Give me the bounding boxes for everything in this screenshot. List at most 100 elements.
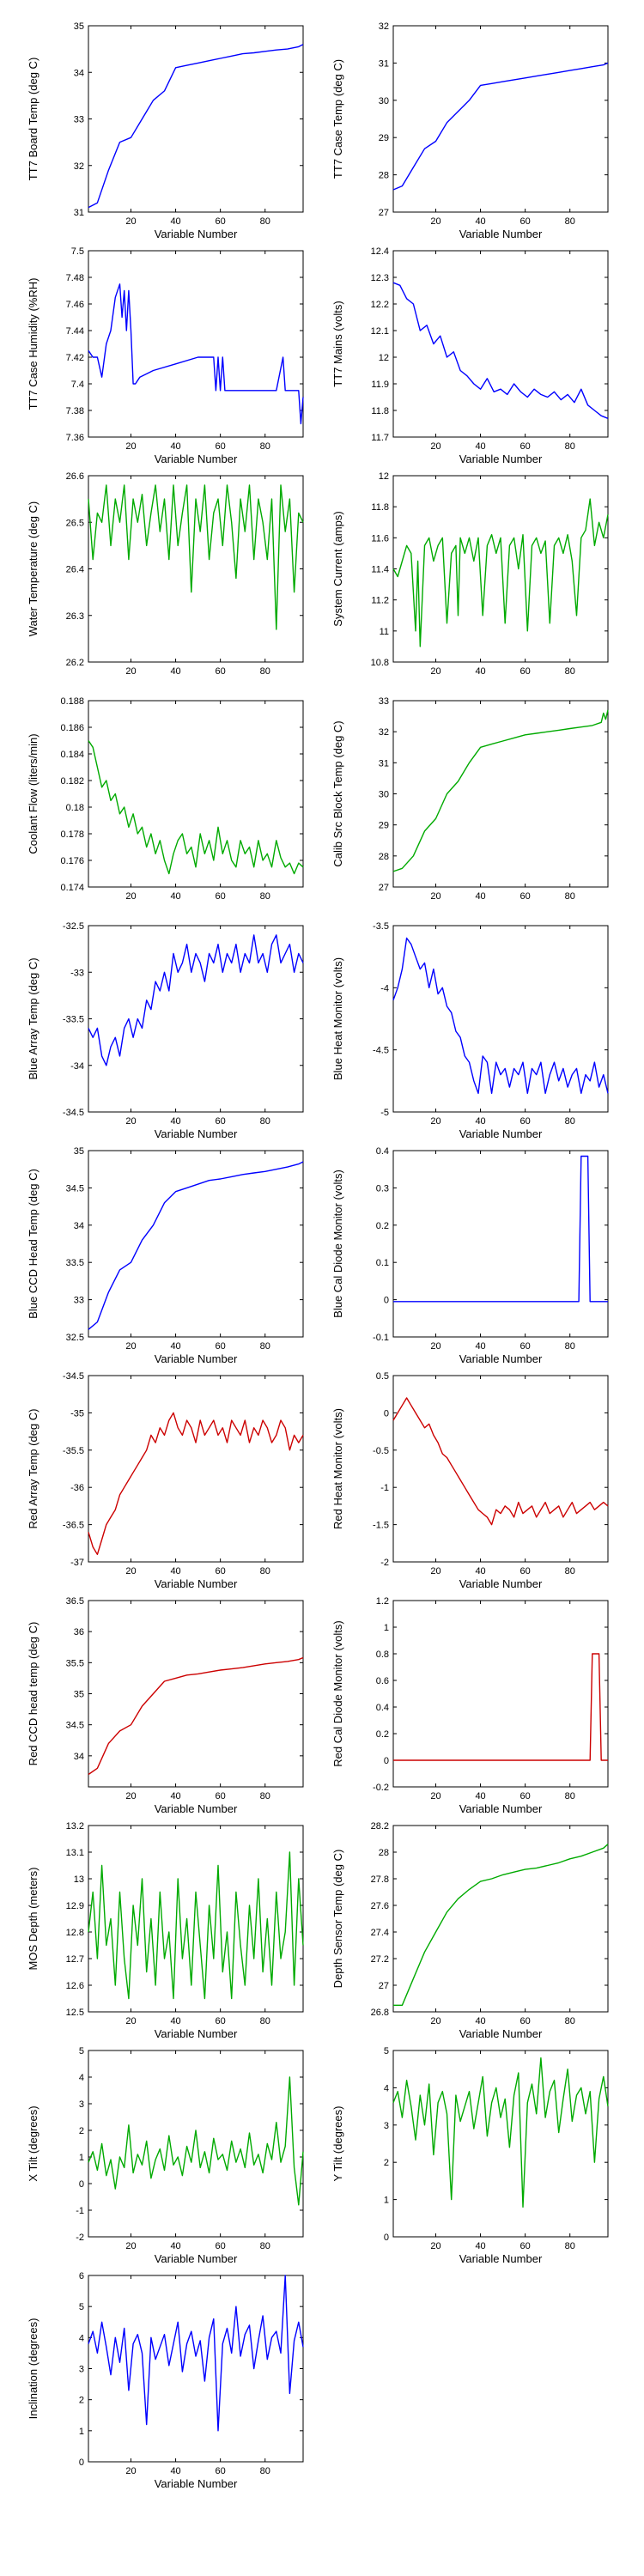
x-tick-label: 20 xyxy=(430,666,440,677)
y-tick-label: 12.9 xyxy=(66,1901,84,1911)
y-tick-label: 12.7 xyxy=(66,1954,84,1965)
x-tick-label: 80 xyxy=(260,441,270,452)
x-tick-label: 20 xyxy=(125,2241,136,2251)
x-tick-label: 40 xyxy=(170,441,180,452)
y-tick-label: 0.1 xyxy=(376,1258,389,1268)
y-tick-label: 2 xyxy=(79,2396,84,2406)
y-tick-label: 3 xyxy=(384,2121,389,2131)
x-tick-label: 60 xyxy=(520,666,531,677)
y-tick-label: 0.2 xyxy=(376,1221,389,1231)
x-axis-label: Variable Number xyxy=(459,1127,543,1140)
y-axis-label: Red Cal Diode Monitor (volts) xyxy=(331,1620,344,1767)
y-axis-label: Calib Src Block Temp (deg C) xyxy=(331,720,344,866)
x-tick-label: 40 xyxy=(170,1566,180,1577)
chart-panel-16: 20 40 60 80 -0.2 0 0.2 0.4 0.6 0.8 1 1.2 Red Cal Dio… xyxy=(331,1596,609,1815)
x-tick-label: 40 xyxy=(170,2466,180,2476)
x-tick-label: 40 xyxy=(170,666,180,677)
y-tick-label: -33.5 xyxy=(63,1015,84,1025)
x-tick-label: 20 xyxy=(430,441,440,452)
y-axis-label: Inclination (degrees) xyxy=(27,2318,39,2420)
y-tick-label: 28 xyxy=(379,852,389,862)
y-tick-label: 0 xyxy=(384,1756,389,1766)
y-tick-label: 11.2 xyxy=(371,596,389,606)
x-tick-label: 20 xyxy=(430,1566,440,1577)
x-tick-label: 20 xyxy=(430,1116,440,1127)
y-tick-label: 29 xyxy=(379,133,389,143)
y-tick-label: -2 xyxy=(76,2233,84,2243)
y-tick-label: 13 xyxy=(74,1874,84,1885)
series-line xyxy=(88,283,304,425)
series-line xyxy=(88,1656,304,1776)
plot-frame xyxy=(392,1150,609,1338)
y-axis-label: Blue Array Temp (deg C) xyxy=(27,957,39,1079)
x-tick-label: 60 xyxy=(216,666,226,677)
series-line xyxy=(392,62,609,191)
series-line xyxy=(392,937,609,1095)
y-axis-label: TT7 Board Temp (deg C) xyxy=(27,58,39,181)
y-tick-label: 3 xyxy=(79,2365,84,2375)
x-tick-label: 20 xyxy=(430,891,440,902)
y-tick-label: 26.2 xyxy=(66,658,84,668)
y-tick-label: -0.2 xyxy=(373,1783,389,1793)
x-tick-label: 80 xyxy=(260,1566,270,1577)
y-tick-label: -1 xyxy=(380,1483,389,1493)
y-tick-label: 28 xyxy=(379,1848,389,1858)
y-tick-label: -36.5 xyxy=(63,1521,84,1531)
x-tick-label: 40 xyxy=(475,891,485,902)
y-tick-label: 27 xyxy=(379,208,389,218)
x-tick-label: 20 xyxy=(430,216,440,227)
y-tick-label: 0.176 xyxy=(60,856,84,866)
y-tick-label: 31 xyxy=(379,758,389,769)
x-axis-label: Variable Number xyxy=(459,2027,543,2040)
y-tick-label: -5 xyxy=(380,1108,389,1118)
y-tick-label: 0.18 xyxy=(66,803,84,813)
series-line xyxy=(88,484,304,630)
y-tick-label: -32.5 xyxy=(63,921,84,932)
series-line xyxy=(88,2076,304,2206)
y-tick-label: 7.42 xyxy=(66,353,84,363)
y-tick-label: 36 xyxy=(74,1627,84,1637)
y-tick-label: 12.2 xyxy=(371,300,389,310)
x-tick-label: 40 xyxy=(170,891,180,902)
chart-panel-14: 20 40 60 80 -2 -1.5 -1 -0.5 0 0.5 Red Heat Monitor… xyxy=(331,1371,609,1590)
chart-panel-5: 20 40 60 80 26.2 26.3 26.4 26.5 26.6 Water Temper… xyxy=(27,471,304,677)
plot-frame xyxy=(88,25,304,213)
x-tick-label: 20 xyxy=(430,2241,440,2251)
x-tick-label: 60 xyxy=(520,441,531,452)
y-tick-label: 32 xyxy=(74,161,84,172)
y-tick-label: 11.7 xyxy=(371,433,389,443)
y-tick-label: 7.48 xyxy=(66,273,84,283)
x-tick-label: 80 xyxy=(260,1791,270,1801)
chart-panel-8: 20 40 60 80 27 28 29 30 31 32 33 Calib Src Block Te… xyxy=(331,696,609,902)
y-tick-label: 3 xyxy=(79,2099,84,2110)
y-tick-label: 12 xyxy=(379,353,389,363)
y-tick-label: 12.8 xyxy=(66,1928,84,1938)
y-tick-label: 28 xyxy=(379,171,389,181)
plot-frame xyxy=(392,1825,609,2013)
series-line xyxy=(88,740,304,875)
x-tick-label: 40 xyxy=(475,1116,485,1127)
y-tick-label: 0.178 xyxy=(60,829,84,840)
x-tick-label: 60 xyxy=(520,2241,531,2251)
x-axis-label: Variable Number xyxy=(459,1352,543,1365)
series-line xyxy=(392,1397,609,1526)
y-tick-label: -0.1 xyxy=(373,1333,389,1343)
y-tick-label: -1 xyxy=(76,2206,84,2216)
x-tick-label: 60 xyxy=(216,2016,226,2026)
x-tick-label: 40 xyxy=(475,216,485,227)
y-tick-label: 35 xyxy=(74,1690,84,1700)
y-tick-label: 5 xyxy=(384,2046,389,2057)
x-tick-label: 80 xyxy=(260,891,270,902)
y-tick-label: 35.5 xyxy=(66,1658,84,1668)
y-tick-label: 12.1 xyxy=(371,326,389,337)
chart-panel-6: 20 40 60 80 10.8 11 11.2 11.4 11.6 11.8 12 System C… xyxy=(331,471,609,677)
y-tick-label: 13.1 xyxy=(66,1848,84,1858)
y-tick-label: 34.5 xyxy=(66,1183,84,1194)
y-tick-label: 32 xyxy=(379,727,389,738)
x-tick-label: 60 xyxy=(520,1116,531,1127)
y-tick-label: -2 xyxy=(380,1558,389,1568)
x-tick-label: 80 xyxy=(565,1341,575,1352)
y-tick-label: 1 xyxy=(79,2427,84,2437)
y-axis-label: X Tilt (degrees) xyxy=(27,2105,39,2181)
plot-frame xyxy=(88,1150,304,1338)
